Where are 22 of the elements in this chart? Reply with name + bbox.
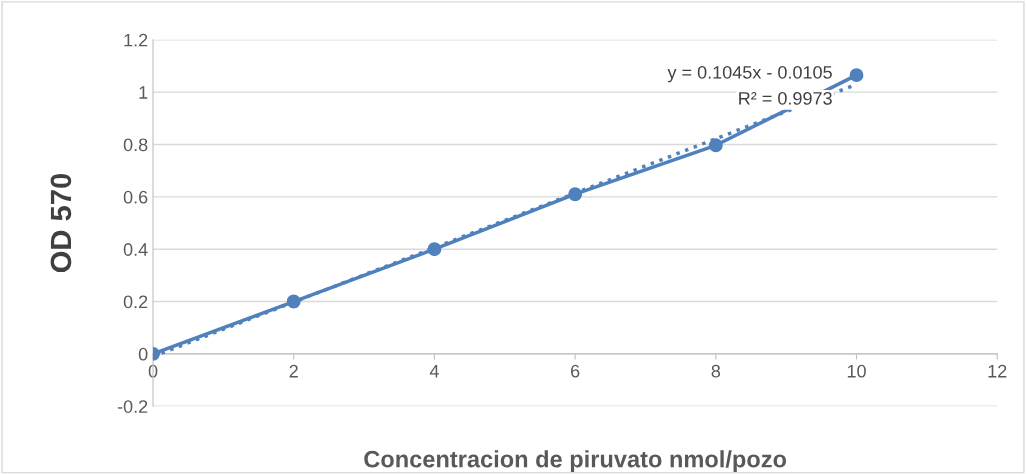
- y-axis-title: OD 570: [50, 173, 72, 273]
- y-tick-label: 0.2: [123, 295, 148, 309]
- point: [568, 187, 583, 202]
- y-tick-label: 0.6: [123, 190, 148, 204]
- y-tick-label: 0: [138, 347, 148, 361]
- y-tick-label: 0.4: [123, 243, 148, 256]
- x-tick-label: 10: [847, 364, 866, 378]
- annotation: R² = 0.9973: [739, 91, 832, 105]
- y-tick-label: 1.2: [124, 33, 148, 47]
- x-tick-label: 2: [289, 364, 298, 378]
- x-tick-label: 8: [711, 364, 721, 378]
- point: [708, 138, 723, 153]
- point: [849, 68, 864, 83]
- annotation: y = 0.1045x - 0.0105: [667, 65, 832, 83]
- x-tick-label: 12: [988, 364, 1007, 378]
- y-tick-label: -0.2: [117, 400, 148, 413]
- x-axis-title: Concentracion de piruvato nmol/pozo: [364, 450, 787, 473]
- x-tick-label: 0: [148, 364, 158, 378]
- y-tick-label: 0.8: [123, 138, 148, 152]
- y-tick-label: 1: [139, 86, 148, 99]
- x-tick-label: 6: [571, 364, 580, 378]
- x-tick-label: 4: [429, 364, 439, 378]
